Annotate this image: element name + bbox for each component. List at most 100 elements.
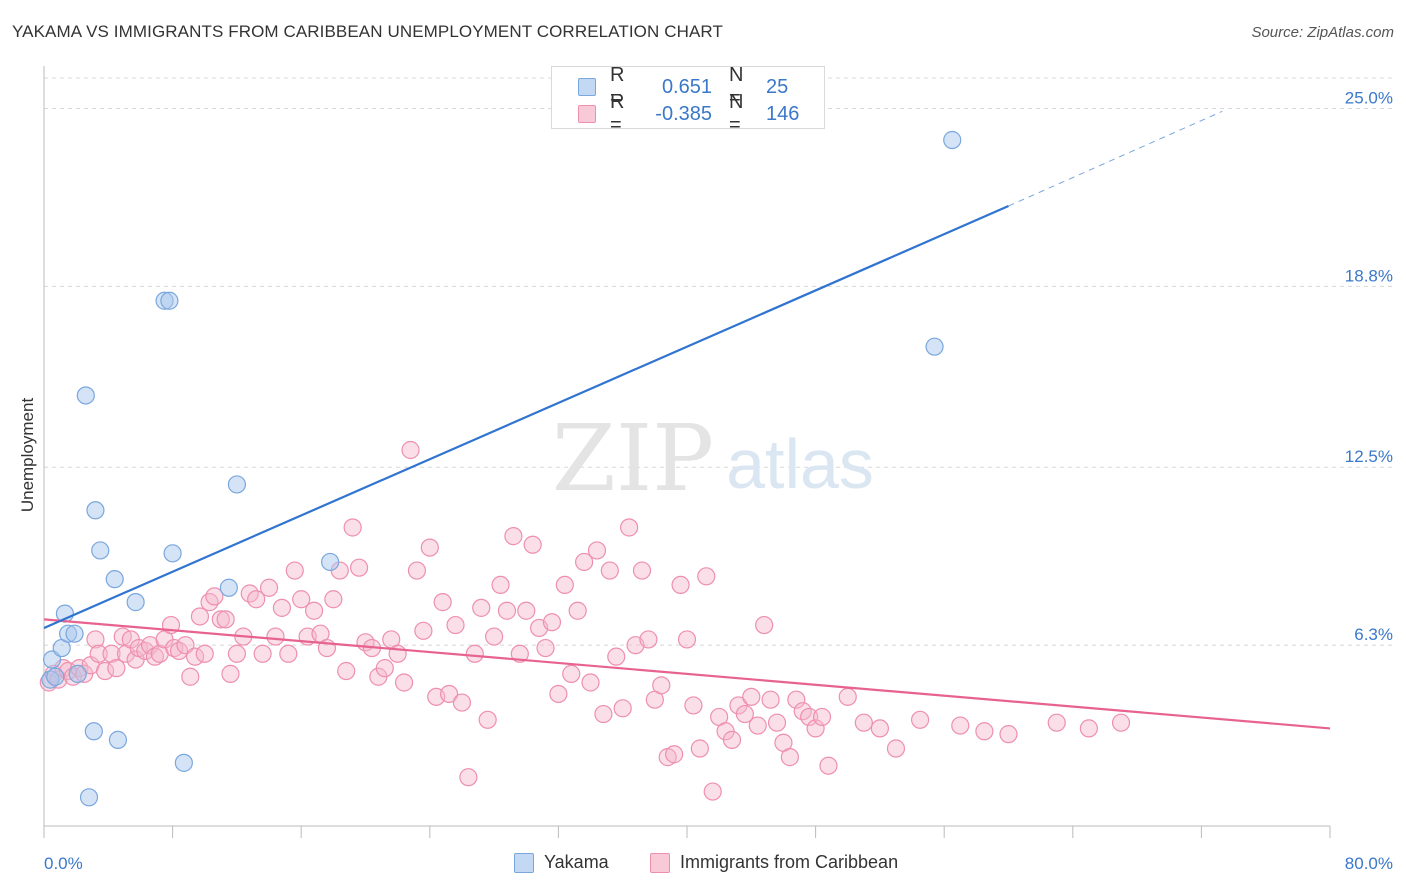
watermark-atlas: atlas: [726, 425, 874, 503]
data-point-caribbean: [620, 518, 639, 537]
data-point-caribbean: [227, 644, 246, 663]
data-point-caribbean: [216, 610, 235, 629]
legend-swatch-caribbean: [578, 105, 596, 123]
source-label: Source: ZipAtlas.com: [1251, 24, 1394, 41]
data-point-caribbean: [780, 748, 799, 767]
data-point-caribbean: [639, 630, 658, 649]
x-tick-labels: 0.0% 80.0%: [44, 854, 1393, 873]
data-point-caribbean: [292, 590, 311, 609]
data-point-caribbean: [665, 745, 684, 764]
data-point-caribbean: [755, 615, 774, 635]
data-point-caribbean: [465, 644, 484, 663]
data-point-caribbean: [472, 598, 491, 617]
data-point-caribbean: [735, 704, 754, 724]
data-point-caribbean: [337, 661, 356, 681]
data-point-caribbean: [600, 561, 619, 580]
data-point-caribbean: [497, 601, 517, 620]
data-point-caribbean: [632, 561, 652, 580]
legend-n-value: 25: [766, 75, 789, 98]
data-point-caribbean: [671, 575, 690, 595]
trend-lines: [43, 110, 1331, 730]
data-point-caribbean: [748, 716, 767, 735]
series-yakama-points: [41, 130, 962, 807]
trend-line-yakama-extension: [1008, 110, 1223, 207]
data-point-caribbean: [247, 590, 266, 609]
data-point-caribbean: [259, 578, 279, 597]
data-point-caribbean: [285, 561, 304, 580]
data-point-caribbean: [800, 707, 819, 727]
data-point-caribbean: [838, 687, 857, 706]
data-point-caribbean: [190, 607, 210, 626]
data-point-caribbean: [136, 641, 155, 661]
x-tick-label-min: 0.0%: [44, 854, 83, 873]
data-point-caribbean: [394, 673, 414, 692]
data-point-yakama: [105, 570, 124, 589]
data-point-caribbean: [594, 704, 613, 724]
legend-label-caribbean: Immigrants from Caribbean: [680, 852, 899, 872]
grid-lines: [44, 77, 1392, 646]
data-point-yakama: [163, 544, 182, 563]
data-point-caribbean: [999, 725, 1018, 744]
y-tick-label: 12.5%: [1345, 447, 1393, 466]
axes: [43, 66, 1331, 838]
legend-r-label: R =: [610, 64, 625, 109]
data-point-caribbean: [253, 644, 272, 663]
legend-n-label: N =: [729, 64, 744, 109]
data-point-yakama: [925, 337, 944, 356]
data-point-caribbean: [211, 610, 230, 629]
chart-title: YAKAMA VS IMMIGRANTS FROM CARIBBEAN UNEM…: [12, 22, 723, 41]
data-point-caribbean: [433, 593, 452, 612]
data-point-caribbean: [221, 664, 240, 683]
legend-r-value: 0.651: [661, 75, 712, 98]
data-point-caribbean: [562, 664, 581, 683]
data-point-caribbean: [195, 644, 214, 663]
data-point-caribbean: [407, 561, 427, 580]
data-point-yakama: [46, 667, 65, 686]
data-point-caribbean: [1111, 713, 1131, 732]
y-tick-label: 18.8%: [1345, 266, 1393, 285]
data-point-caribbean: [304, 601, 324, 620]
data-point-caribbean: [459, 768, 478, 787]
data-point-yakama: [65, 624, 84, 643]
data-point-caribbean: [107, 659, 126, 678]
data-point-caribbean: [1079, 719, 1098, 738]
data-point-caribbean: [165, 638, 184, 658]
data-point-yakama: [321, 552, 340, 572]
data-point-caribbean: [279, 644, 298, 663]
data-point-caribbean: [181, 667, 200, 686]
legend-n-label: N =: [729, 91, 744, 136]
data-point-caribbean: [951, 716, 970, 735]
data-point-caribbean: [375, 659, 394, 678]
data-point-caribbean: [555, 575, 574, 595]
data-point-caribbean: [205, 587, 224, 606]
data-point-caribbean: [200, 593, 219, 612]
data-point-caribbean: [517, 601, 536, 620]
watermark: ZIP atlas: [552, 405, 874, 512]
legend-item-yakama[interactable]: Yakama: [514, 852, 609, 873]
legend-item-caribbean[interactable]: Immigrants from Caribbean: [650, 852, 898, 873]
data-point-yakama: [126, 593, 145, 612]
data-point-yakama: [79, 788, 99, 807]
legend-r-label: R =: [610, 91, 625, 136]
data-point-caribbean: [607, 647, 626, 666]
legend-swatch-yakama: [578, 78, 596, 96]
data-point-caribbean: [690, 739, 709, 758]
legend-label-yakama: Yakama: [544, 852, 609, 872]
data-point-caribbean: [420, 538, 439, 557]
data-point-caribbean: [722, 730, 742, 749]
data-point-yakama: [227, 475, 246, 494]
data-point-caribbean: [89, 644, 108, 663]
data-point-caribbean: [1047, 713, 1066, 732]
data-point-caribbean: [95, 661, 115, 681]
data-point-caribbean: [812, 707, 832, 727]
data-point-caribbean: [491, 575, 510, 595]
data-point-caribbean: [272, 598, 292, 617]
data-point-caribbean: [742, 687, 761, 706]
data-point-caribbean: [102, 644, 121, 663]
data-point-caribbean: [86, 630, 105, 649]
data-point-caribbean: [910, 710, 930, 729]
data-point-caribbean: [510, 644, 529, 663]
data-point-caribbean: [504, 527, 523, 546]
data-point-caribbean: [575, 552, 594, 572]
data-point-yakama: [68, 664, 87, 683]
